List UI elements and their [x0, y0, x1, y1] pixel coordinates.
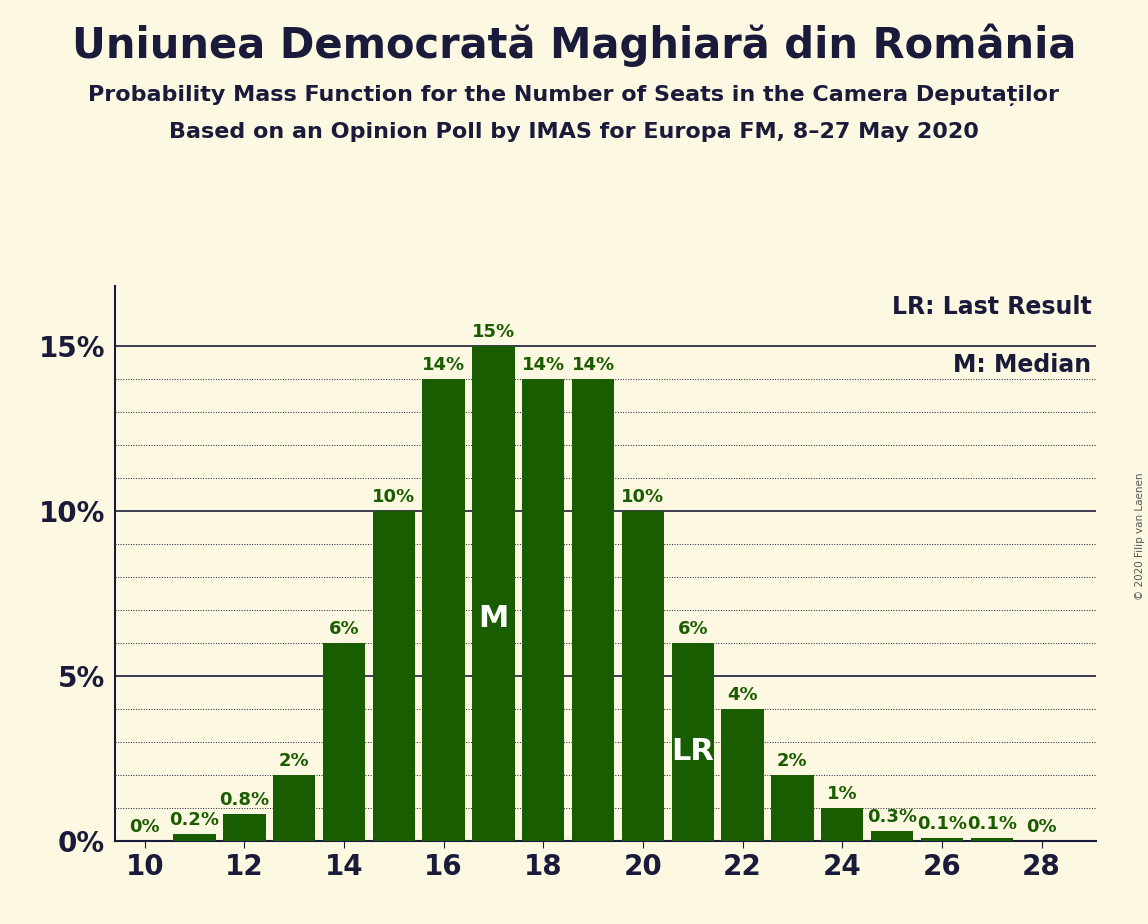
Text: 6%: 6% [677, 620, 708, 638]
Text: 0%: 0% [130, 818, 160, 836]
Text: 14%: 14% [521, 356, 565, 374]
Text: 0.1%: 0.1% [967, 815, 1017, 833]
Bar [173, 834, 216, 841]
Text: Based on an Opinion Poll by IMAS for Europa FM, 8–27 May 2020: Based on an Opinion Poll by IMAS for Eur… [169, 122, 979, 142]
Bar [422, 379, 465, 841]
Text: 10%: 10% [621, 488, 665, 506]
Text: 0%: 0% [1026, 818, 1057, 836]
Text: Probability Mass Function for the Number of Seats in the Camera Deputaților: Probability Mass Function for the Number… [88, 85, 1060, 106]
Text: M: Median: M: Median [953, 353, 1092, 377]
Bar [771, 775, 814, 841]
Bar [273, 775, 316, 841]
Text: 2%: 2% [777, 752, 808, 770]
Text: 0.1%: 0.1% [917, 815, 967, 833]
Text: LR: LR [672, 737, 714, 766]
Bar [522, 379, 565, 841]
Bar [821, 808, 863, 841]
Text: 14%: 14% [572, 356, 614, 374]
Text: Uniunea Democrată Maghiară din România: Uniunea Democrată Maghiară din România [72, 23, 1076, 67]
Text: © 2020 Filip van Laenen: © 2020 Filip van Laenen [1135, 472, 1145, 600]
Bar [472, 346, 514, 841]
Text: 0.3%: 0.3% [867, 808, 917, 826]
Text: LR: Last Result: LR: Last Result [892, 295, 1092, 319]
Bar [921, 837, 963, 841]
Bar [672, 643, 714, 841]
Text: 6%: 6% [328, 620, 359, 638]
Text: 10%: 10% [372, 488, 416, 506]
Text: 0.2%: 0.2% [170, 811, 219, 830]
Bar [373, 511, 414, 841]
Bar [572, 379, 614, 841]
Text: 1%: 1% [827, 784, 858, 803]
Bar [970, 837, 1013, 841]
Text: 2%: 2% [279, 752, 310, 770]
Text: M: M [479, 603, 509, 633]
Text: 4%: 4% [728, 686, 758, 704]
Text: 14%: 14% [422, 356, 465, 374]
Text: 15%: 15% [472, 322, 515, 341]
Bar [223, 814, 265, 841]
Bar [622, 511, 664, 841]
Bar [871, 831, 914, 841]
Text: 0.8%: 0.8% [219, 792, 270, 809]
Bar [721, 709, 763, 841]
Bar [323, 643, 365, 841]
